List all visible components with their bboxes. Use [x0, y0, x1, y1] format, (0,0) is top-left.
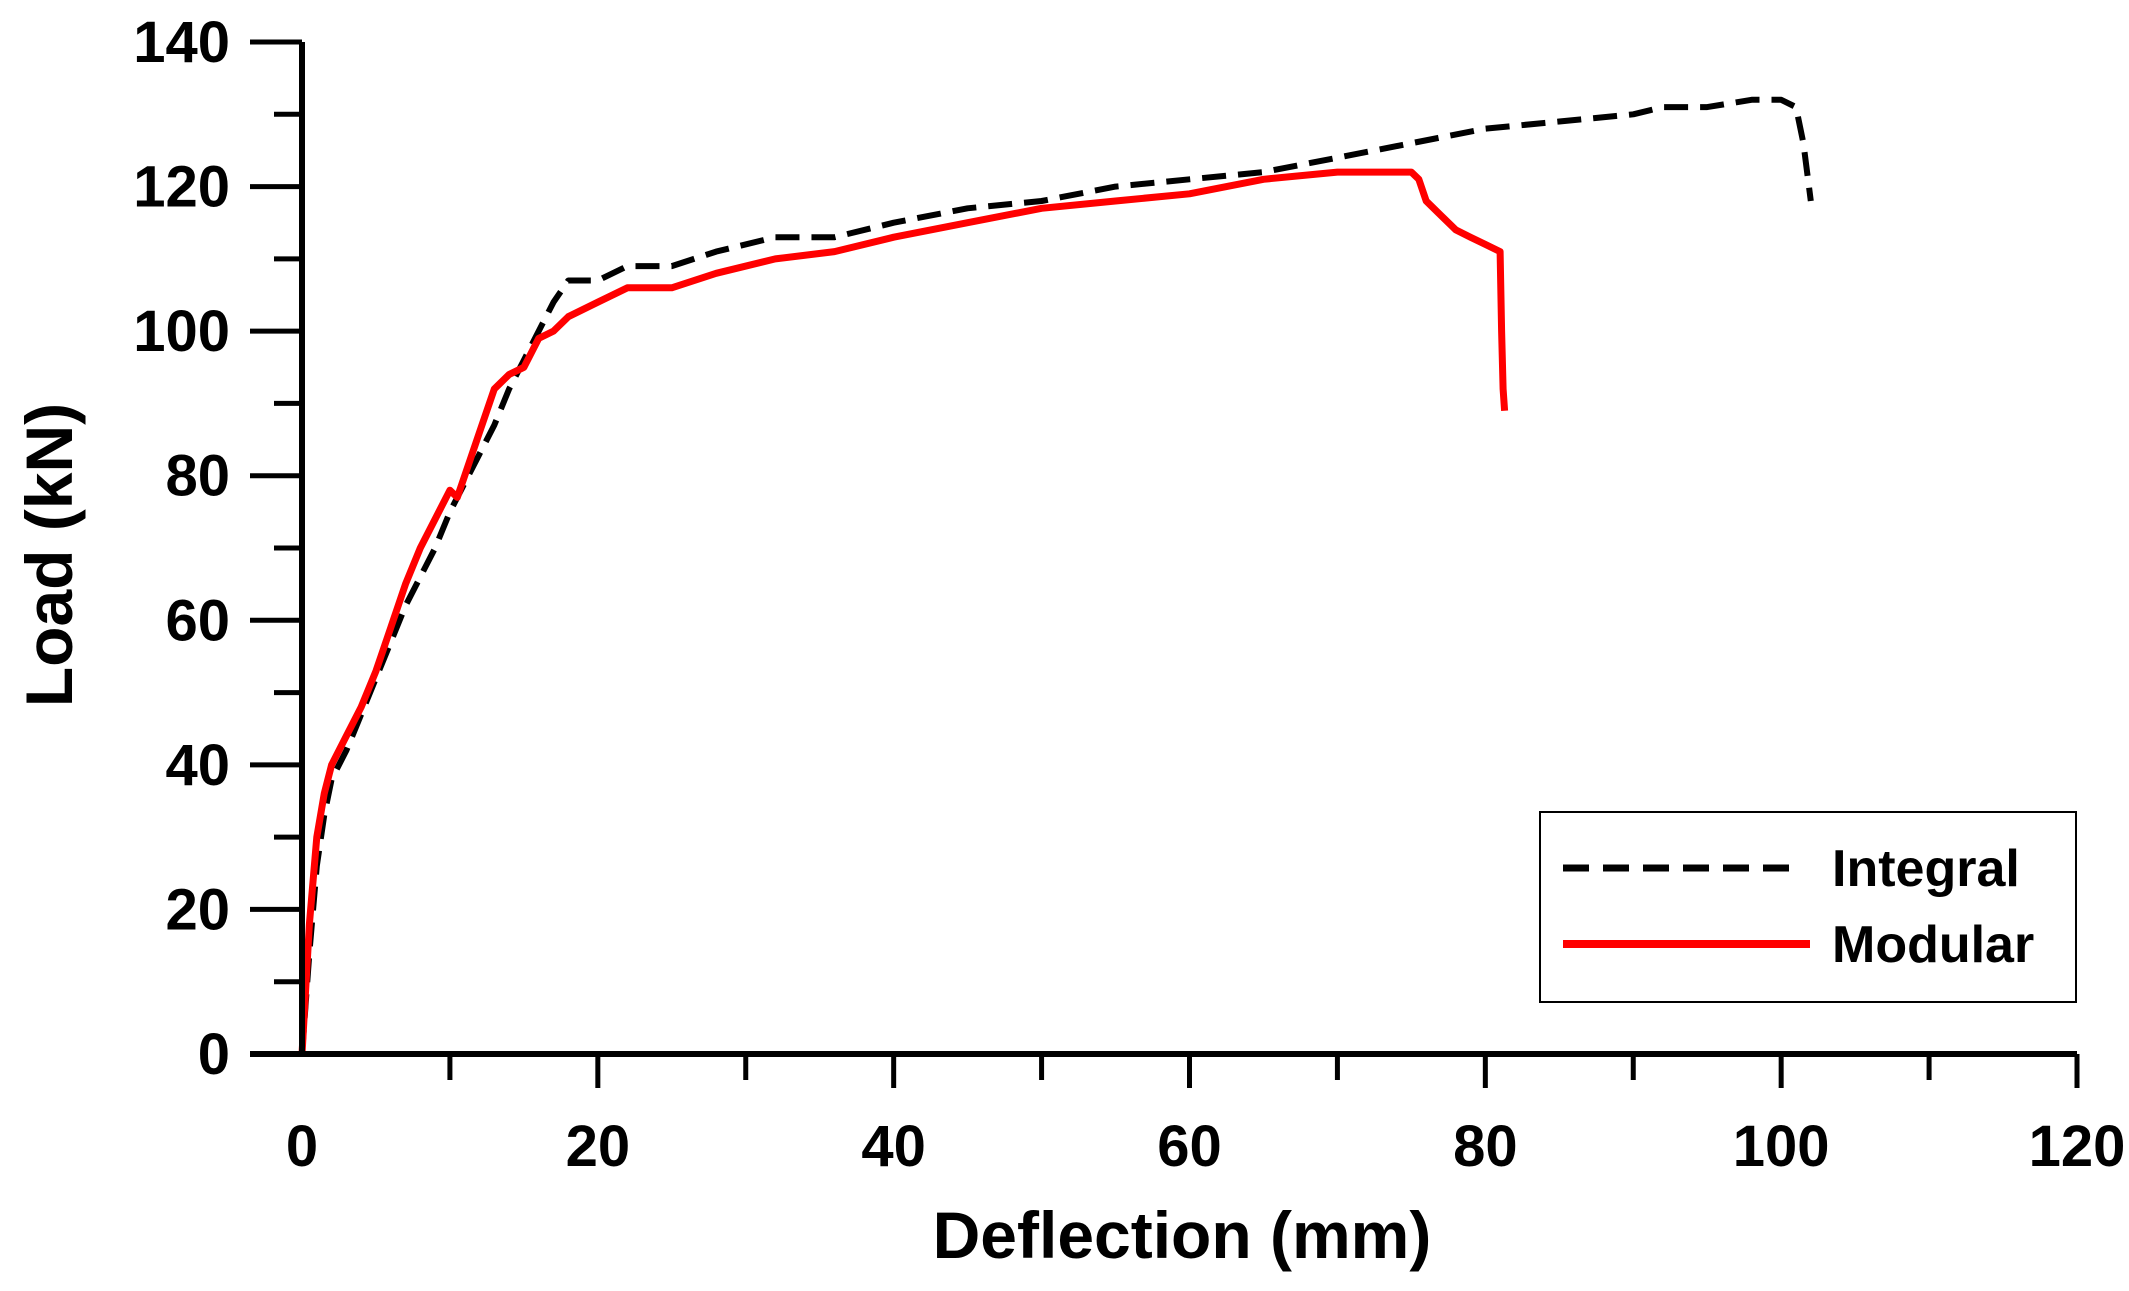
- y-tick-label: 80: [165, 444, 230, 509]
- y-tick-label: 60: [165, 588, 230, 653]
- x-tick-label: 40: [861, 1114, 926, 1179]
- series-line-integral: [299, 96, 1814, 1055]
- y-tick-label: 100: [133, 299, 230, 364]
- legend-label-integral: Integral: [1832, 840, 2020, 898]
- x-tick-label: 20: [566, 1114, 631, 1179]
- x-axis-title: Deflection (mm): [933, 1198, 1432, 1272]
- series-layer: [298, 96, 1814, 1055]
- y-axis-title: Load (kN): [12, 403, 86, 707]
- ticks-layer: 0 20 40 60 80 100 120 0 20 40 60 80 100 120 140: [133, 10, 2125, 1179]
- x-tick-label: 100: [1733, 1114, 1830, 1179]
- y-tick-label: 40: [165, 733, 230, 798]
- legend-label-modular: Modular: [1832, 916, 2034, 974]
- y-tick-label: 0: [198, 1022, 230, 1087]
- legend-box: [1539, 811, 2077, 1003]
- x-tick-label: 0: [286, 1114, 318, 1179]
- y-tick-label: 120: [133, 155, 230, 220]
- y-tick-label: 140: [133, 10, 230, 75]
- y-tick-label: 20: [165, 877, 230, 942]
- x-tick-label: 80: [1453, 1114, 1518, 1179]
- x-tick-label: 120: [2029, 1114, 2126, 1179]
- legend: Integral Modular: [1539, 811, 2077, 1003]
- series-line-modular: [298, 168, 1509, 1055]
- x-tick-label: 60: [1157, 1114, 1222, 1179]
